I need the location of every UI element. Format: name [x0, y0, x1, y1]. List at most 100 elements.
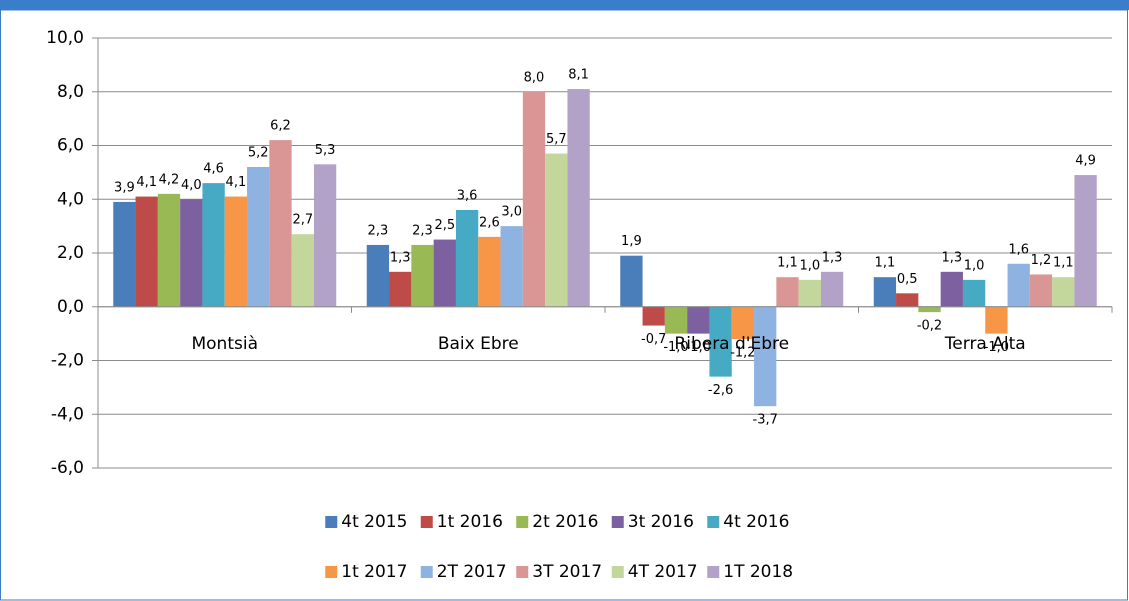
legend-swatch [420, 516, 433, 528]
data-label: 4,2 [159, 172, 180, 187]
bar [918, 306, 941, 313]
data-label: 5,2 [248, 146, 269, 161]
legend-label: 4t 2016 [723, 512, 789, 532]
data-label: -1,2 [730, 346, 755, 361]
data-label: 2,3 [412, 223, 433, 238]
data-label: 2,5 [434, 218, 455, 233]
y-tick-label: 8,0 [57, 82, 84, 102]
data-label: 1,0 [799, 258, 820, 273]
frame [0, 9, 1128, 601]
bar [1074, 175, 1097, 307]
legend-swatch [611, 566, 624, 578]
bar [642, 306, 665, 326]
bar [664, 306, 688, 334]
bar [620, 255, 643, 307]
legend-swatch [611, 516, 624, 528]
legend-label: 1t 2016 [437, 512, 503, 532]
legend-label: 2t 2016 [532, 512, 598, 532]
bar [411, 244, 434, 307]
data-label: -0,2 [917, 319, 942, 334]
bar [247, 167, 270, 307]
data-label: 1,3 [941, 250, 962, 265]
data-label: 1,3 [390, 250, 411, 265]
data-label: 3,9 [114, 180, 135, 195]
y-tick-label: -4,0 [51, 404, 84, 424]
x-tick-label: Baix Ebre [438, 334, 519, 354]
bar [478, 236, 501, 307]
bar [157, 193, 181, 307]
data-label: 0,5 [897, 272, 918, 287]
y-tick-label: 2,0 [57, 243, 84, 263]
data-label: 1,1 [1053, 256, 1074, 271]
legend-swatch [325, 516, 338, 528]
data-label: -1,0 [663, 340, 688, 355]
bar [1052, 277, 1075, 307]
bar [731, 306, 755, 339]
bar [776, 277, 799, 307]
bar [224, 196, 248, 307]
bar [135, 196, 158, 307]
bar [687, 306, 710, 334]
legend-label: 1t 2017 [341, 562, 407, 582]
bar [522, 91, 546, 307]
legend-swatch [707, 566, 720, 578]
legend-label: 3t 2016 [628, 512, 694, 532]
data-label: 1,1 [777, 256, 798, 271]
legend-label: 2T 2017 [437, 562, 507, 582]
data-label: -1,0 [984, 340, 1009, 355]
legend-swatch [516, 566, 529, 578]
data-label: 1,0 [964, 258, 985, 273]
bar [798, 279, 821, 307]
y-tick-label: -2,0 [51, 351, 84, 371]
bar [985, 306, 1008, 334]
bar [291, 234, 314, 307]
x-tick-label: Ribera d'Ebre [674, 334, 789, 354]
bar [433, 239, 456, 307]
legend-swatch [707, 516, 720, 528]
bar [202, 183, 225, 307]
data-label: 2,3 [368, 223, 389, 238]
data-label: 2,7 [292, 213, 313, 228]
data-label: 1,3 [822, 250, 843, 265]
y-tick-label: 4,0 [57, 189, 84, 209]
data-label: 8,0 [524, 70, 545, 85]
bar [180, 199, 203, 307]
data-label: 6,2 [270, 119, 291, 134]
bar [389, 271, 412, 307]
data-label: 5,3 [315, 143, 336, 158]
bar [545, 153, 568, 307]
data-label: 4,1 [136, 175, 157, 190]
data-label: 1,9 [621, 234, 642, 249]
data-label: 2,6 [479, 215, 500, 230]
x-tick-label: Montsià [191, 334, 258, 354]
bar [567, 89, 590, 307]
legend-swatch [325, 566, 338, 578]
bar [820, 271, 844, 307]
bar [896, 293, 919, 307]
data-label: 8,1 [568, 68, 589, 83]
legend-swatch [420, 566, 433, 578]
bar [962, 279, 986, 307]
bar [754, 306, 777, 407]
y-tick-label: 6,0 [57, 136, 84, 156]
data-label: 1,1 [875, 256, 896, 271]
legend-label: 3T 2017 [532, 562, 602, 582]
data-label: 1,6 [1008, 242, 1029, 257]
data-label: 4,0 [181, 178, 202, 193]
data-label: 4,1 [226, 175, 247, 190]
bar [1029, 274, 1053, 307]
data-label: 4,9 [1075, 154, 1096, 169]
data-label: 5,7 [546, 132, 567, 147]
y-tick-label: -6,0 [51, 458, 84, 478]
data-label: -3,7 [753, 413, 778, 428]
data-label: -0,7 [641, 332, 666, 347]
data-label: 1,2 [1031, 253, 1052, 268]
y-tick-label: 0,0 [57, 297, 84, 317]
y-tick-label: 10,0 [46, 28, 84, 48]
data-label: 3,6 [457, 189, 478, 204]
legend-swatch [516, 516, 529, 528]
data-label: 3,0 [501, 205, 522, 220]
bar [113, 201, 136, 307]
bar [500, 226, 523, 307]
